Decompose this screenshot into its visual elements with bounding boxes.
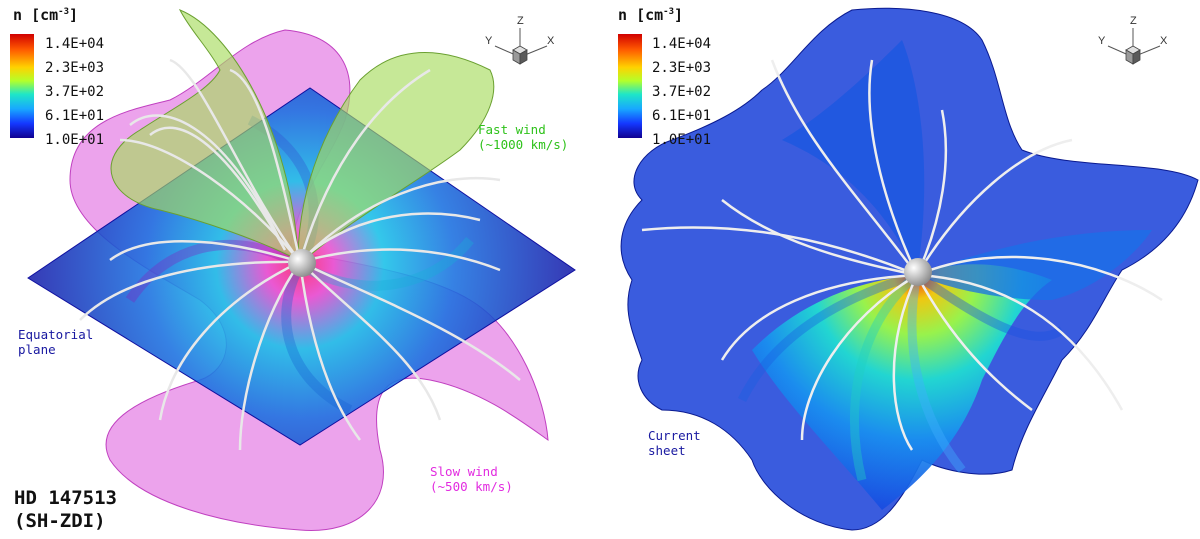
axis-x-label: X (1160, 35, 1168, 47)
map-method: (SH-ZDI) (14, 510, 106, 532)
colorbar-title: n [cm-3] (618, 6, 683, 24)
axis-z-label: Z (517, 15, 524, 27)
colorbar-title: n [cm-3] (13, 6, 78, 24)
slow-wind-label: Slow wind (~500 km/s) (430, 464, 513, 494)
colorbar-tick: 2.3E+03 (652, 60, 712, 76)
current-sheet-bands (737, 270, 1065, 482)
right-panel: n [cm-3] 1.4E+04 2.3E+03 3.7E+02 6.1E+01… (602, 0, 1200, 539)
current-sheet-label: Current sheet (648, 428, 701, 458)
colorbar-unit: [cm (636, 6, 664, 24)
colorbar-tick: 2.3E+03 (45, 60, 105, 76)
current-sheet-label-line1: Current (648, 428, 701, 443)
left-scene (27, 9, 576, 531)
colorbar-tick: 6.1E+01 (45, 108, 105, 124)
colorbar-unit-close: ] (69, 6, 79, 24)
slow-wind-label-line1: Slow wind (430, 464, 498, 479)
fast-wind-label: Fast wind (~1000 km/s) (478, 122, 568, 152)
colorbar-variable: n (618, 6, 628, 24)
colorbar-unit-close: ] (674, 6, 684, 24)
axis-z-label: Z (1130, 15, 1137, 27)
field-lines (641, 59, 1163, 451)
colorbar (10, 34, 34, 138)
colorbar-tick: 1.0E+01 (652, 132, 712, 148)
axis-y-label: Y (485, 35, 493, 47)
star-id-label: HD 147513 (SH-ZDI) (14, 487, 117, 533)
equatorial-plane-label: Equatorial plane (18, 327, 93, 357)
colorbar-tick: 1.4E+04 (652, 36, 712, 52)
colorbar-unit: [cm (31, 6, 59, 24)
colorbar-variable: n (13, 6, 23, 24)
current-sheet-inner (752, 264, 1052, 510)
current-sheet-right-fold (917, 230, 1152, 300)
axis-x-label: X (547, 35, 555, 47)
colorbar-tick: 6.1E+01 (652, 108, 712, 124)
left-panel: n [cm-3] 1.4E+04 2.3E+03 3.7E+02 6.1E+01… (0, 0, 598, 539)
fast-wind-surface (110, 9, 495, 263)
colorbar-tick: 3.7E+02 (652, 84, 712, 100)
axis-triad: Z Y X (485, 15, 555, 65)
equatorial-label-line2: plane (18, 342, 56, 357)
equatorial-label-line1: Equatorial (18, 327, 94, 342)
star-sphere (904, 258, 932, 286)
current-sheet-upper-fold (782, 40, 925, 275)
colorbar-tick: 3.7E+02 (45, 84, 105, 100)
fast-wind-label-line1: Fast wind (478, 122, 546, 137)
axis-triad: Z Y X (1098, 15, 1168, 65)
slow-wind-label-line2: (~500 km/s) (430, 479, 513, 494)
current-sheet-label-line2: sheet (648, 443, 686, 458)
right-scene (620, 7, 1199, 531)
star-sphere (288, 249, 316, 277)
axis-y-label: Y (1098, 35, 1106, 47)
colorbar (618, 34, 642, 138)
star-name: HD 147513 (14, 487, 117, 509)
colorbar-tick: 1.4E+04 (45, 36, 105, 52)
colorbar-unit-exponent: -3 (663, 7, 674, 17)
fast-wind-label-line2: (~1000 km/s) (478, 137, 569, 152)
field-lines (79, 58, 521, 451)
colorbar-tick: 1.0E+01 (45, 132, 105, 148)
colorbar-unit-exponent: -3 (58, 7, 69, 17)
